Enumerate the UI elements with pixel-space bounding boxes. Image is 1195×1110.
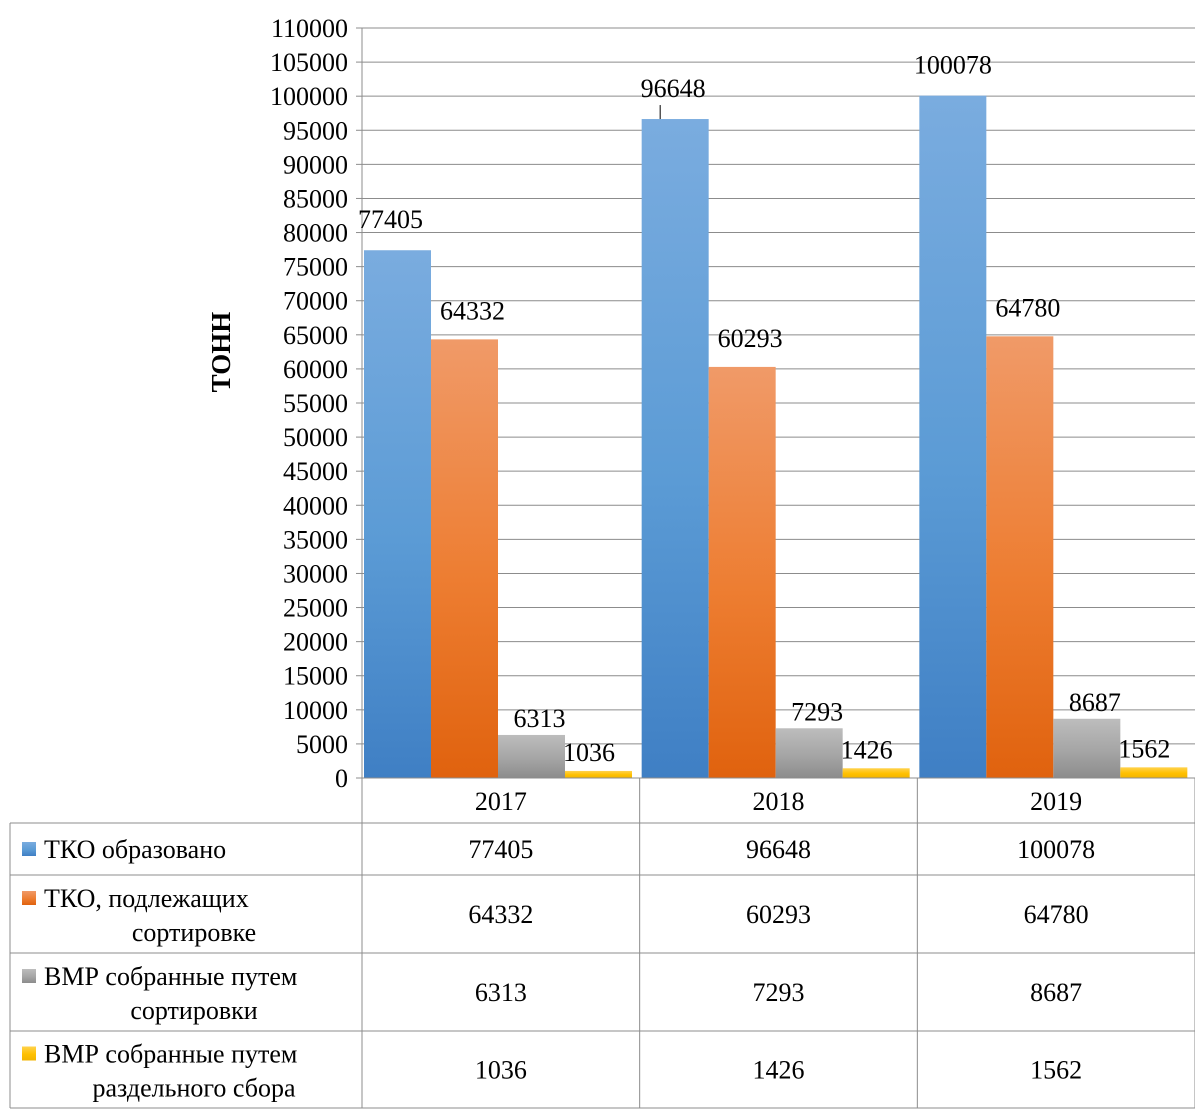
y-tick-label: 75000 <box>283 253 348 282</box>
y-tick-label: 20000 <box>283 628 348 657</box>
bar <box>1053 718 1121 778</box>
legend-label: раздельного сбора <box>93 1074 296 1103</box>
legend-key <box>22 891 36 905</box>
legend-label: ВМР собранные путем <box>44 962 297 991</box>
data-label: 77405 <box>358 205 423 234</box>
data-label: 7293 <box>791 697 843 726</box>
table-cell: 6313 <box>475 978 527 1007</box>
y-tick-label: 0 <box>335 764 348 793</box>
x-tick-label: 2018 <box>753 787 805 816</box>
y-tick-label: 95000 <box>283 116 348 145</box>
table-cell: 100078 <box>1017 835 1095 864</box>
y-tick-label: 30000 <box>283 559 348 588</box>
y-tick-label: 80000 <box>283 219 348 248</box>
bars <box>364 95 1188 778</box>
y-tick-label: 5000 <box>296 730 348 759</box>
data-table: 2017 2018 2019 ТКО образовано 77405 96648 1000… <box>9 777 1195 1109</box>
data-label: 64780 <box>995 293 1060 322</box>
table-cell: 60293 <box>746 900 811 929</box>
data-label: 96648 <box>641 74 706 103</box>
data-label: 60293 <box>718 324 783 353</box>
y-tick-label: 50000 <box>283 423 348 452</box>
table-cell: 1036 <box>475 1056 527 1085</box>
bar <box>641 119 709 778</box>
data-label: 8687 <box>1069 688 1121 717</box>
table-cell: 77405 <box>468 835 533 864</box>
data-label: 1426 <box>841 735 893 764</box>
gridlines <box>356 27 1195 779</box>
y-tick-label: 100000 <box>270 82 348 111</box>
y-tick-label: 60000 <box>283 355 348 384</box>
legend-key <box>22 969 36 983</box>
bar <box>565 770 632 778</box>
y-tick-label: 35000 <box>283 525 348 554</box>
legend-label: сортировке <box>132 918 256 947</box>
y-tick-label: 10000 <box>283 696 348 725</box>
y-tick-label: 25000 <box>283 594 348 623</box>
bar <box>364 250 431 778</box>
legend-label: ТКО, подлежащих <box>44 884 249 913</box>
y-axis-ticks: 0 5000 10000 15000 20000 25000 30000 35000 40000… <box>270 14 348 793</box>
data-labels: 77405 64332 6313 1036 96648 60293 7293 1426 1000… <box>358 51 1170 767</box>
legend-label: ВМР собранные путем <box>44 1040 297 1069</box>
y-tick-label: 85000 <box>283 184 348 213</box>
bar <box>919 95 987 778</box>
data-label: 1036 <box>563 738 615 767</box>
y-tick-label: 40000 <box>283 491 348 520</box>
y-tick-label: 70000 <box>283 287 348 316</box>
table-cell: 8687 <box>1030 978 1082 1007</box>
table-cell: 7293 <box>753 978 805 1007</box>
legend-key <box>22 1046 36 1061</box>
legend-key <box>22 842 36 856</box>
table-cell: 96648 <box>746 835 811 864</box>
bar <box>1120 767 1188 778</box>
x-tick-label: 2019 <box>1030 787 1082 816</box>
y-tick-label: 15000 <box>283 662 348 691</box>
table-cell: 64780 <box>1024 900 1089 929</box>
data-label: 1562 <box>1118 734 1170 763</box>
data-label: 100078 <box>914 51 992 80</box>
y-axis-title: ТОНН <box>206 312 236 393</box>
table-cell: 1426 <box>753 1056 805 1085</box>
y-tick-label: 55000 <box>283 389 348 418</box>
y-tick-label: 105000 <box>270 48 348 77</box>
bar <box>842 768 910 778</box>
bar <box>986 336 1054 778</box>
y-tick-label: 90000 <box>283 150 348 179</box>
table-cell: 64332 <box>468 900 533 929</box>
x-tick-label: 2017 <box>475 787 527 816</box>
legend-label: ТКО образовано <box>44 835 226 864</box>
data-label: 64332 <box>440 296 505 325</box>
bar <box>498 734 565 778</box>
bar <box>708 366 776 778</box>
y-tick-label: 45000 <box>283 457 348 486</box>
bar <box>431 339 498 778</box>
legend-label: сортировки <box>130 996 257 1025</box>
table-cell: 1562 <box>1030 1056 1082 1085</box>
y-tick-label: 110000 <box>271 14 348 43</box>
y-tick-label: 65000 <box>283 321 348 350</box>
data-label: 6313 <box>514 704 566 733</box>
bar <box>775 728 843 778</box>
